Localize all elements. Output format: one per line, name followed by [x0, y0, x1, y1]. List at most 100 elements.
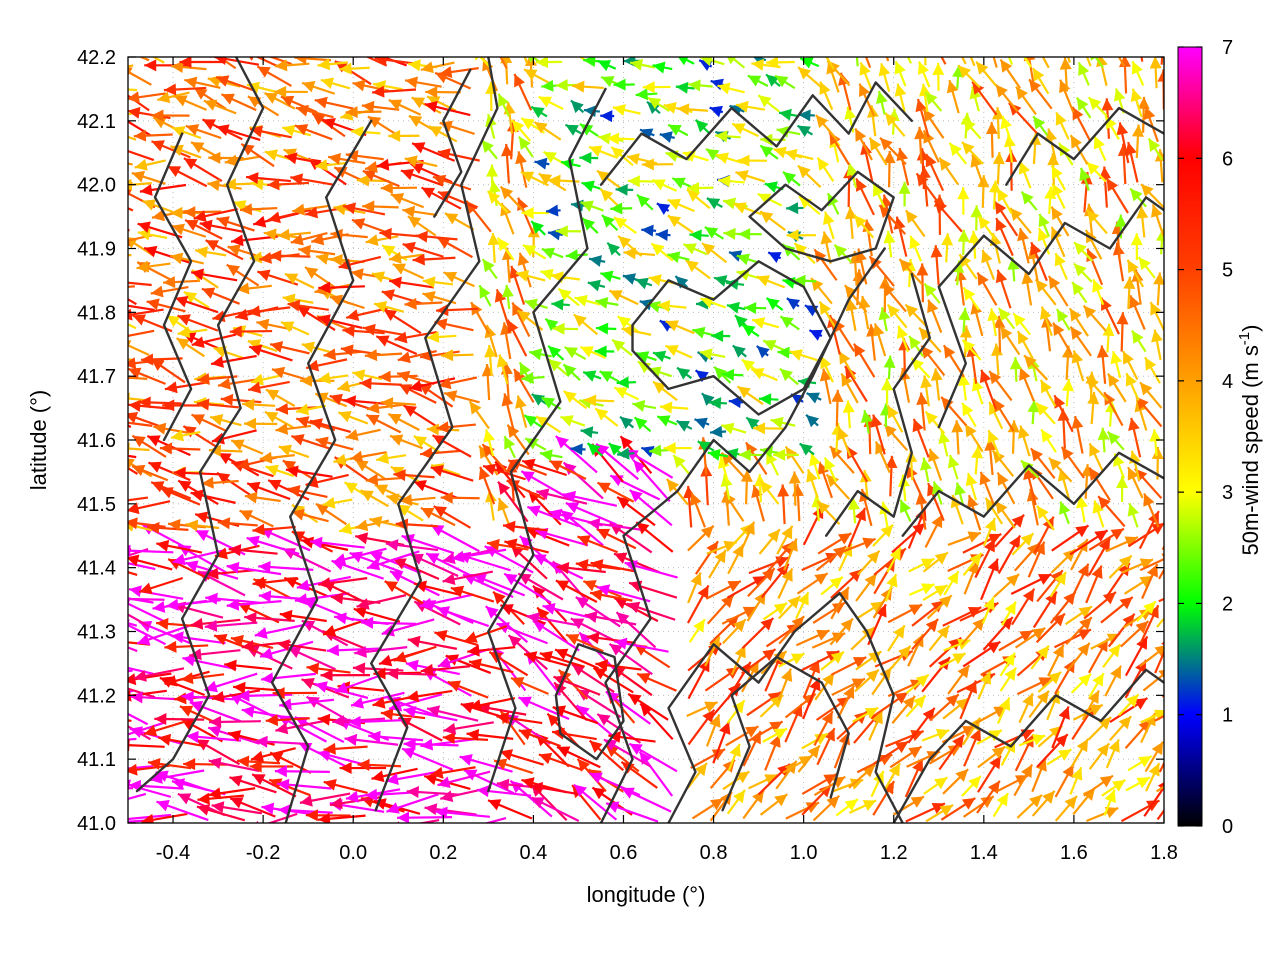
wind-vector	[962, 795, 995, 818]
wind-vector	[786, 229, 816, 242]
wind-vector-head	[1146, 800, 1160, 812]
wind-vector	[588, 772, 641, 797]
wind-vector-head	[1104, 789, 1116, 804]
wind-vector	[211, 801, 262, 815]
wind-vector	[741, 323, 760, 338]
wind-vector-head	[406, 786, 420, 799]
wind-vector	[580, 426, 599, 439]
wind-vector-head	[742, 324, 756, 337]
wind-vector	[650, 242, 674, 262]
wind-vector-head	[515, 395, 527, 409]
wind-vector-head	[257, 269, 271, 281]
wind-vector-head	[774, 794, 788, 807]
wind-vector-head	[485, 606, 499, 619]
wind-vector	[588, 255, 606, 267]
wind-vector	[765, 297, 784, 311]
wind-vector	[685, 259, 711, 280]
wind-vector	[732, 344, 747, 358]
wind-vector	[483, 816, 507, 823]
wind-vector	[964, 423, 984, 453]
wind-vector-shaft	[483, 816, 507, 823]
wind-vector-head	[627, 175, 640, 188]
wind-vector	[407, 215, 437, 237]
wind-vector	[464, 625, 508, 643]
wind-vector-head	[614, 598, 628, 610]
wind-vector	[977, 745, 1006, 769]
wind-vector	[393, 645, 437, 663]
wind-vector-head	[510, 780, 524, 794]
wind-vector	[782, 754, 813, 774]
wind-vector-head	[987, 780, 1000, 795]
wind-vector	[210, 354, 257, 368]
wind-vector	[1032, 591, 1058, 629]
wind-vector	[436, 421, 476, 434]
wind-vector	[322, 618, 368, 637]
wind-vector	[943, 638, 971, 652]
wind-vector	[1127, 503, 1140, 528]
wind-vector	[1139, 645, 1164, 668]
wind-vector	[738, 228, 762, 241]
wind-vector	[536, 488, 588, 505]
wind-vector-head	[345, 790, 359, 803]
wind-vector	[570, 617, 619, 644]
wind-vector	[554, 648, 599, 670]
wind-vector	[1125, 141, 1139, 183]
wind-vector-head	[364, 349, 378, 362]
wind-vector	[552, 322, 579, 335]
wind-vector-head	[788, 471, 801, 484]
wind-vector	[928, 448, 943, 481]
wind-vector	[928, 624, 951, 652]
wind-vector	[641, 224, 657, 237]
wind-vector	[943, 570, 960, 596]
wind-vector	[1129, 294, 1146, 330]
wind-vector-head	[330, 254, 343, 266]
wind-vector-head	[807, 745, 820, 759]
wind-vector-head	[447, 680, 462, 692]
wind-vector	[925, 804, 954, 823]
wind-vector	[968, 230, 981, 259]
wind-vector-head	[482, 259, 495, 273]
wind-vector-head	[496, 778, 510, 791]
wind-vector	[923, 776, 948, 795]
wind-vector	[182, 425, 220, 450]
wind-vector	[806, 469, 819, 499]
wind-vector-head	[1151, 329, 1163, 343]
wind-vector	[344, 733, 399, 746]
wind-vector-head	[464, 769, 478, 781]
wind-vector	[854, 127, 873, 161]
wind-vector	[128, 672, 172, 686]
wind-vector	[977, 215, 997, 240]
wind-vector-head	[435, 806, 448, 819]
wind-vector-head	[162, 399, 175, 412]
wind-vector-head	[397, 811, 410, 823]
wind-vector	[1122, 350, 1139, 381]
wind-vector	[284, 272, 315, 289]
wind-vector	[704, 226, 725, 240]
wind-vector	[1149, 301, 1164, 331]
wind-vector	[1018, 692, 1034, 724]
wind-vector	[686, 584, 710, 624]
wind-vector-head	[941, 233, 954, 246]
wind-vector-head	[378, 370, 391, 383]
wind-vector-head	[173, 466, 186, 479]
wind-vector	[1120, 620, 1150, 648]
wind-vector-head	[939, 804, 954, 817]
wind-vector-head	[236, 755, 250, 768]
wind-vector-head	[1110, 665, 1121, 680]
wind-vector	[636, 193, 654, 211]
wind-vector-head	[90, 403, 103, 414]
wind-vector-head	[437, 776, 451, 789]
wind-vector	[606, 132, 635, 145]
wind-vector-head	[968, 776, 981, 789]
wind-vector-head	[489, 651, 503, 664]
wind-vector-head	[952, 653, 966, 665]
wind-vector	[131, 434, 167, 458]
wind-vector-head	[987, 308, 1000, 322]
wind-vector-head	[183, 758, 196, 771]
wind-vector	[1104, 665, 1122, 697]
wind-vector	[909, 235, 922, 262]
wind-vector	[786, 202, 804, 215]
wind-vector	[216, 471, 255, 499]
wind-vector-head	[315, 252, 329, 265]
wind-vector	[767, 251, 782, 263]
